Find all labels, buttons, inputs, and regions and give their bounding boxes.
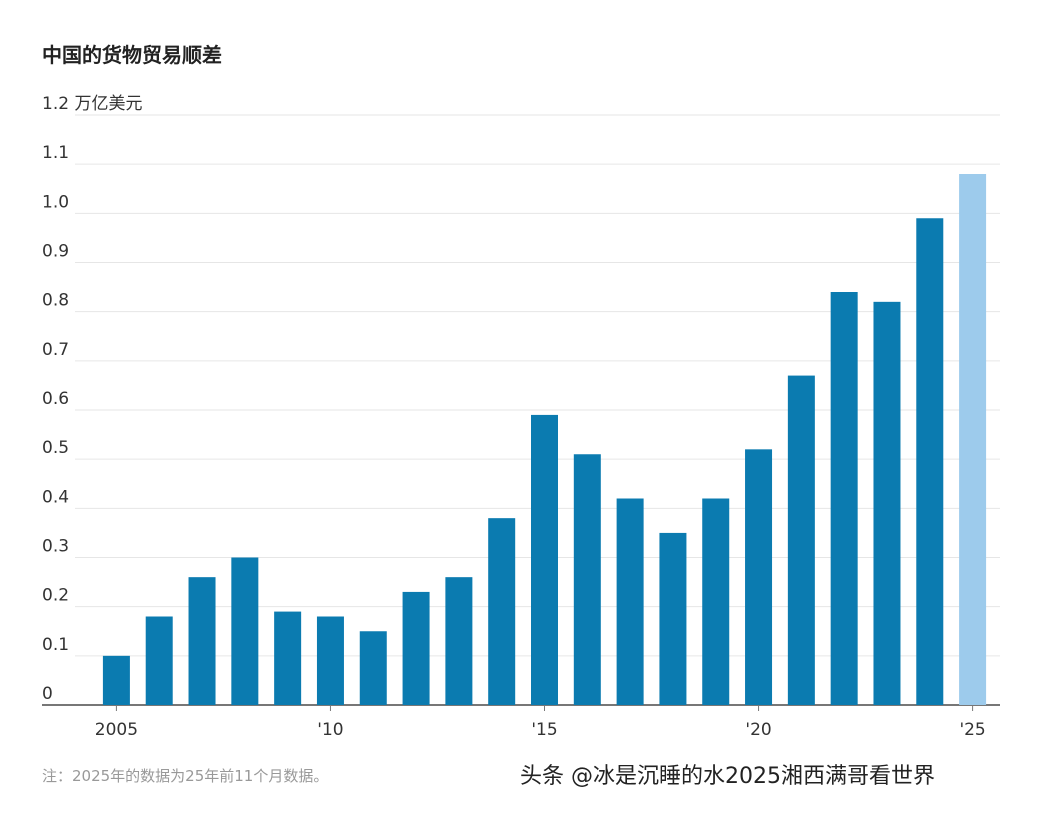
bar <box>488 518 516 705</box>
y-tick-label: 0.6 <box>42 389 69 409</box>
watermark: 头条 @冰是沉睡的水2025湘西满哥看世界 <box>520 764 935 789</box>
bar <box>830 292 858 705</box>
bar <box>188 577 216 705</box>
bar <box>445 577 473 705</box>
x-tick-label: '15 <box>531 720 557 740</box>
y-tick-label: 0.2 <box>42 586 69 606</box>
y-tick-label: 1.2 万亿美元 <box>42 94 142 114</box>
x-tick-label: '25 <box>959 720 985 740</box>
bar <box>316 616 344 705</box>
x-tick-label: '20 <box>745 720 771 740</box>
bar <box>531 414 558 705</box>
y-tick-label: 0.7 <box>42 340 69 360</box>
bar <box>145 616 173 705</box>
bar <box>359 631 387 705</box>
bar <box>659 532 687 705</box>
y-tick-label: 0.1 <box>42 635 69 655</box>
y-tick-label: 0.8 <box>42 291 69 311</box>
bar <box>787 375 815 705</box>
y-tick-label: 0.5 <box>42 438 69 458</box>
bar <box>702 498 730 705</box>
bar <box>873 301 901 705</box>
y-tick-label: 0.3 <box>42 537 69 557</box>
y-tick-label: 0.9 <box>42 242 69 262</box>
y-tick-label: 0 <box>42 684 53 704</box>
bar <box>959 174 987 705</box>
chart-title: 中国的货物贸易顺差 <box>42 43 222 67</box>
bar <box>402 591 430 705</box>
bar <box>616 498 644 705</box>
bar <box>916 218 944 705</box>
x-tick-label: '10 <box>317 720 343 740</box>
bar <box>274 611 302 705</box>
bar <box>231 557 259 705</box>
note: 注：2025年的数据为25年前11个月数据。 <box>42 767 328 785</box>
x-tick-label: 2005 <box>95 720 138 740</box>
bar <box>745 449 773 705</box>
bar <box>102 655 130 705</box>
bar <box>573 454 601 705</box>
y-tick-label: 0.4 <box>42 487 69 507</box>
y-tick-label: 1.1 <box>42 143 69 163</box>
y-tick-label: 1.0 <box>42 192 69 212</box>
